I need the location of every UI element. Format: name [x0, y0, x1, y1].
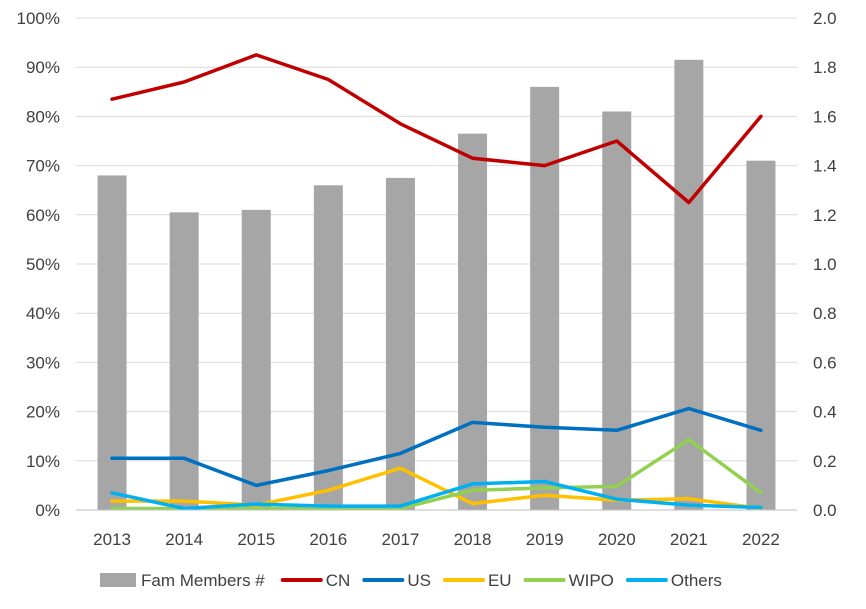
y-left-tick-label: 100% — [17, 9, 60, 28]
y-right-tick-label: 0.4 — [813, 403, 837, 422]
bar — [674, 59, 704, 510]
bar — [385, 177, 415, 510]
bar — [169, 212, 199, 510]
legend-label: US — [407, 571, 431, 590]
x-tick-label: 2014 — [165, 530, 203, 549]
x-tick-label: 2022 — [742, 530, 780, 549]
x-tick-label: 2013 — [93, 530, 131, 549]
bar — [458, 133, 488, 510]
y-left-tick-label: 70% — [26, 157, 60, 176]
bar — [97, 175, 127, 510]
x-tick-label: 2021 — [670, 530, 708, 549]
bar — [746, 160, 776, 510]
legend-label: Others — [671, 571, 722, 590]
x-tick-label: 2019 — [526, 530, 564, 549]
series-line-others — [110, 479, 763, 511]
y-right-tick-label: 0.6 — [813, 353, 837, 372]
bar — [241, 209, 271, 510]
y-left-tick-label: 30% — [26, 353, 60, 372]
y-left-tick-label: 50% — [26, 255, 60, 274]
x-tick-label: 2020 — [598, 530, 636, 549]
y-right-tick-label: 1.6 — [813, 107, 837, 126]
axes: 0% 10% 20% 30% 40% 50% 60% 70% 80% 90% 100% 0.0 0.2 0… — [17, 9, 837, 549]
y-right-tick-label: 1.4 — [813, 157, 837, 176]
y-right-tick-label: 2.0 — [813, 9, 837, 28]
legend-label: WIPO — [569, 571, 614, 590]
y-right-tick-label: 0.2 — [813, 452, 837, 471]
y-left-tick-label: 40% — [26, 304, 60, 323]
x-tick-label: 2018 — [454, 530, 492, 549]
y-left-tick-label: 80% — [26, 107, 60, 126]
series-line-us — [110, 406, 763, 488]
y-right-tick-label: 1.2 — [813, 206, 837, 225]
y-left-tick-label: 90% — [26, 58, 60, 77]
bar — [313, 185, 343, 510]
legend-label: CN — [326, 571, 351, 590]
y-right-tick-label: 0.0 — [813, 501, 837, 520]
series-line-eu — [110, 466, 763, 511]
x-tick-label: 2016 — [309, 530, 347, 549]
y-left-tick-label: 20% — [26, 403, 60, 422]
bar — [530, 86, 560, 510]
y-left-tick-label: 60% — [26, 206, 60, 225]
legend-swatch-bar — [100, 573, 136, 587]
y-right-tick-label: 1.8 — [813, 58, 837, 77]
legend: Fam Members # CN US EU WIPO Others — [100, 571, 722, 590]
series-line-wipo — [110, 437, 763, 511]
bar — [602, 111, 632, 510]
y-left-tick-label: 10% — [26, 452, 60, 471]
bar-series — [97, 59, 776, 510]
line-series — [110, 53, 763, 511]
y-left-tick-label: 0% — [35, 501, 60, 520]
x-tick-label: 2015 — [237, 530, 275, 549]
legend-label: Fam Members # — [141, 571, 265, 590]
y-right-tick-label: 0.8 — [813, 304, 837, 323]
y-right-tick-label: 1.0 — [813, 255, 837, 274]
x-tick-label: 2017 — [382, 530, 420, 549]
series-line-cn — [110, 53, 763, 205]
legend-label: EU — [488, 571, 512, 590]
